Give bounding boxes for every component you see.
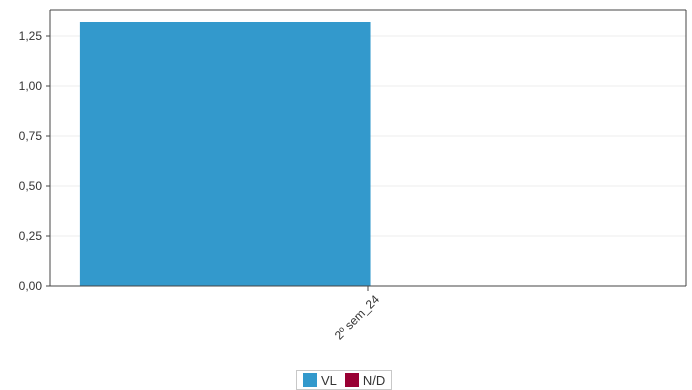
axes bbox=[46, 9, 687, 291]
y-tick-label: 0,75 bbox=[19, 129, 43, 143]
legend-item-nd[interactable]: N/D bbox=[344, 372, 386, 388]
x-axis-tick-labels: 2º sem_24 bbox=[332, 292, 382, 342]
y-tick-label: 0,25 bbox=[19, 229, 43, 243]
legend-label-nd: N/D bbox=[362, 372, 386, 388]
bars bbox=[79, 22, 371, 286]
y-tick-label: 0,00 bbox=[19, 279, 43, 293]
legend: VL N/D bbox=[296, 370, 393, 390]
legend-swatch-nd bbox=[344, 373, 359, 387]
y-axis-tick-labels: 0,00 0,25 0,50 0,75 1,00 1,25 bbox=[19, 29, 43, 293]
legend-label-vl: VL bbox=[321, 372, 337, 388]
legend-item-vl[interactable]: VL bbox=[303, 373, 337, 388]
y-tick-label: 1,25 bbox=[19, 29, 43, 43]
y-tick-label: 0,50 bbox=[19, 179, 43, 193]
x-tick-label: 2º sem_24 bbox=[332, 292, 382, 342]
bar-vl bbox=[79, 22, 371, 286]
legend-swatch-vl bbox=[303, 373, 317, 387]
y-tick-label: 1,00 bbox=[19, 79, 43, 93]
